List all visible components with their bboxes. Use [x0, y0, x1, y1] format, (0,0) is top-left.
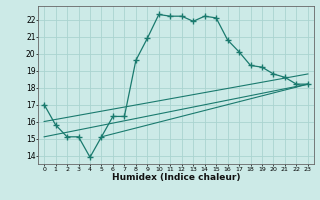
X-axis label: Humidex (Indice chaleur): Humidex (Indice chaleur) — [112, 173, 240, 182]
